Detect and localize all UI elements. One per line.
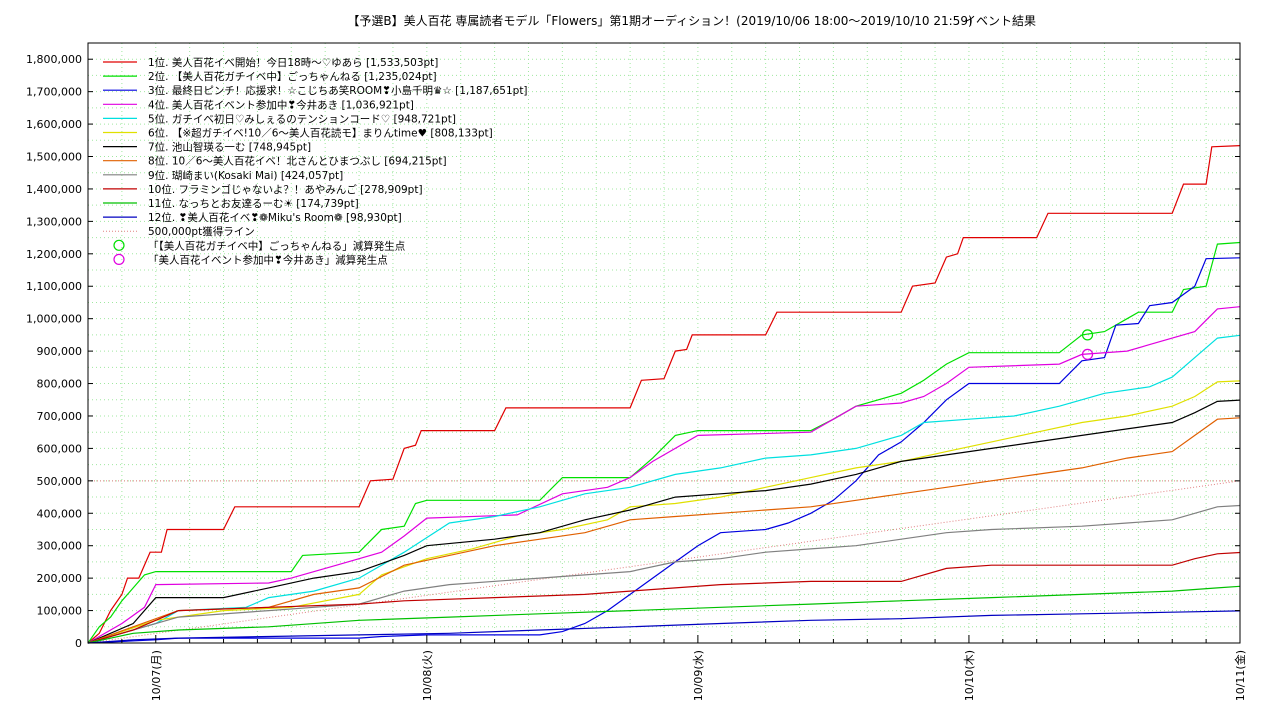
legend-entry: 6位. 【※超ガチイベ!10／6〜美人百花読モ】まりんtime♥ [808,13…	[148, 127, 493, 140]
x-tick-label: 10/07(月)	[150, 650, 163, 701]
y-tick-label: 0	[75, 637, 82, 650]
y-tick-label: 100,000	[37, 605, 83, 618]
legend-entry: 10位. フラミンゴじゃないよ？！あやみんご [278,909pt]	[148, 183, 423, 196]
legend-entry: 4位. 美人百花イベント参加中❣今井あき [1,036,921pt]	[148, 98, 414, 111]
y-tick-label: 600,000	[37, 442, 83, 455]
y-tick-label: 1,500,000	[26, 151, 82, 164]
y-tick-label: 1,800,000	[26, 53, 82, 66]
series-line-3	[87, 257, 1241, 644]
series-layer	[87, 145, 1241, 644]
marker-layer	[1081, 329, 1094, 360]
legend-entry: 12位. ❣美人百花イベ❣❁Miku's Room❁ [98,930pt]	[148, 211, 402, 224]
series-line-2	[87, 241, 1241, 644]
subtraction-marker-2	[1081, 348, 1094, 360]
y-tick-label: 700,000	[37, 410, 83, 423]
series-line-10	[87, 551, 1241, 644]
legend-entry: 「【美人百花ガチイベ中】ごっちゃんねる」減算発生点	[148, 239, 405, 252]
series-line-6	[87, 380, 1241, 644]
series-line-8	[87, 417, 1241, 644]
series-line-12	[87, 610, 1241, 644]
x-tick-label: 10/08(火)	[421, 650, 434, 701]
y-tick-label: 200,000	[37, 572, 83, 585]
legend-marker	[113, 239, 125, 251]
legend-entry: 「美人百花イベント参加中❣今井あき」減算発生点	[148, 253, 388, 266]
y-tick-label: 400,000	[37, 507, 83, 520]
x-tick-label: 10/09(水)	[692, 650, 705, 701]
x-tick-label: 10/10(木)	[963, 650, 976, 701]
legend-entry: 500,000pt獲得ライン	[148, 225, 255, 238]
series-line-9	[87, 504, 1241, 644]
y-axis: 0 100,000 200,000 300,000 400,000 500,000 600,…	[26, 53, 1240, 650]
series-line-7	[87, 399, 1241, 644]
chart-subtitle: イベント結果	[964, 14, 1036, 28]
y-tick-label: 800,000	[37, 378, 83, 391]
chart-title: 【予選B】美人百花 専属読者モデル「Flowers」第1期オーディション！(20…	[347, 13, 972, 28]
y-tick-label: 1,600,000	[26, 118, 82, 131]
y-tick-label: 1,100,000	[26, 280, 82, 293]
legend: 1位. 美人百花イベ開始！今日18時〜♡ゆあら [1,533,503pt]2位.…	[103, 56, 528, 266]
legend-entry: 7位. 池山智瑛る一む [748,945pt]	[148, 141, 311, 154]
legend-entry: 5位. ガチイベ初日♡みしぇるのテンションコード♡ [948,721pt]	[148, 112, 456, 125]
legend-entry: 11位. なっちとお友達るーむ☀ [174,739pt]	[148, 197, 359, 210]
reference-layer	[87, 480, 1241, 644]
y-tick-label: 1,000,000	[26, 313, 82, 326]
y-tick-label: 500,000	[37, 475, 83, 488]
series-line-4	[87, 306, 1241, 644]
y-tick-label: 900,000	[37, 345, 83, 358]
x-tick-label: 10/11(金)	[1233, 650, 1247, 701]
legend-entry: 1位. 美人百花イベ開始！今日18時〜♡ゆあら [1,533,503pt]	[148, 56, 438, 69]
y-tick-label: 1,300,000	[26, 215, 82, 228]
subtraction-marker-1	[1081, 329, 1094, 341]
x-axis: 10/07(月) 10/08(火) 10/09(水) 10/10(木) 10/11(金)	[87, 635, 1247, 701]
y-tick-label: 300,000	[37, 540, 83, 553]
legend-entry: 8位. 10／6〜美人百花イベ！北さんとひまつぶし [694,215pt]	[148, 155, 447, 168]
series-line-5	[87, 334, 1241, 644]
legend-entry: 3位. 最終日ピンチ！応援求！☆こじちあ笑ROOM❣小島千明♛☆ [1,187,…	[148, 84, 528, 97]
grid-layer	[87, 43, 1241, 643]
threshold-diagonal-line	[87, 480, 1241, 644]
y-tick-label: 1,400,000	[26, 183, 82, 196]
legend-entry: 9位. 瑚崎まい(Kosaki Mai) [424,057pt]	[148, 169, 343, 182]
legend-marker	[113, 253, 125, 265]
y-tick-label: 1,200,000	[26, 248, 82, 261]
legend-entry: 2位. 【美人百花ガチイベ中】ごっちゃんねる [1,235,024pt]	[148, 70, 437, 83]
y-tick-label: 1,700,000	[26, 86, 82, 99]
series-line-11	[87, 585, 1241, 644]
series-line-1	[87, 145, 1241, 644]
